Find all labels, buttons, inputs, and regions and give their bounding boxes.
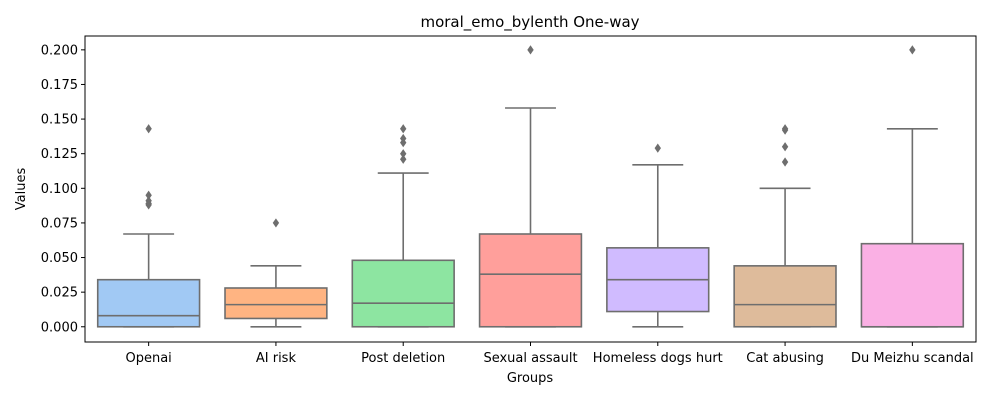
box-ai-risk: [224, 218, 328, 328]
box-sexual-assault: [478, 45, 583, 328]
x-tick-label: Homeless dogs hurt: [593, 351, 723, 366]
y-tick-label: 0.100: [41, 182, 78, 197]
outlier-point: [400, 124, 407, 134]
x-tick-label: AI risk: [256, 351, 297, 366]
outlier-point: [145, 124, 152, 134]
box-openai: [96, 124, 201, 328]
outlier-point: [400, 138, 407, 148]
outlier-point: [527, 45, 534, 55]
iqr-box: [733, 265, 837, 328]
x-tick-label: Sexual assault: [483, 351, 577, 366]
outlier-point: [145, 190, 152, 200]
outlier-point: [272, 218, 280, 228]
outlier-point: [781, 142, 789, 152]
x-tick-label: Du Meizhu scandal: [851, 351, 974, 366]
y-tick-label: 0.150: [41, 113, 78, 128]
x-axis: Openai AI risk Post deletion Sexual assault…: [125, 342, 974, 366]
x-tick-label: Openai: [125, 351, 171, 366]
x-tick-label: Post deletion: [361, 351, 445, 366]
iqr-box: [96, 278, 201, 328]
outlier-point: [781, 125, 789, 135]
x-axis-title: Groups: [507, 371, 554, 386]
iqr-box: [860, 242, 965, 328]
x-tick-label: Cat abusing: [746, 351, 824, 366]
box-cat-abusing: [733, 124, 837, 328]
chart-title: moral_emo_bylenth One-way: [420, 13, 639, 32]
outlier-point: [781, 157, 789, 167]
y-tick-label: 0.050: [41, 251, 78, 266]
iqr-box: [351, 259, 455, 328]
iqr-box: [478, 233, 583, 328]
y-tick-label: 0.000: [41, 320, 78, 335]
y-tick-label: 0.200: [41, 43, 78, 58]
box-post-deletion: [351, 124, 455, 328]
y-tick-label: 0.025: [41, 286, 78, 301]
outlier-point: [654, 143, 661, 153]
iqr-box: [224, 287, 328, 320]
y-tick-label: 0.175: [41, 78, 78, 93]
outlier-point: [400, 149, 407, 159]
y-tick-label: 0.075: [41, 216, 78, 231]
outlier-point: [400, 154, 407, 164]
y-axis: 0.000 0.025 0.050 0.075 0.100 0.125 0.150 0.175…: [41, 43, 85, 335]
boxes-group: [96, 45, 965, 328]
box-homeless-dogs-hurt: [606, 143, 710, 328]
y-tick-label: 0.125: [41, 147, 78, 162]
box-du-meizhu-scandal: [860, 45, 965, 328]
outlier-point: [909, 45, 916, 55]
y-axis-title: Values: [14, 168, 29, 211]
outlier-point: [145, 200, 152, 210]
